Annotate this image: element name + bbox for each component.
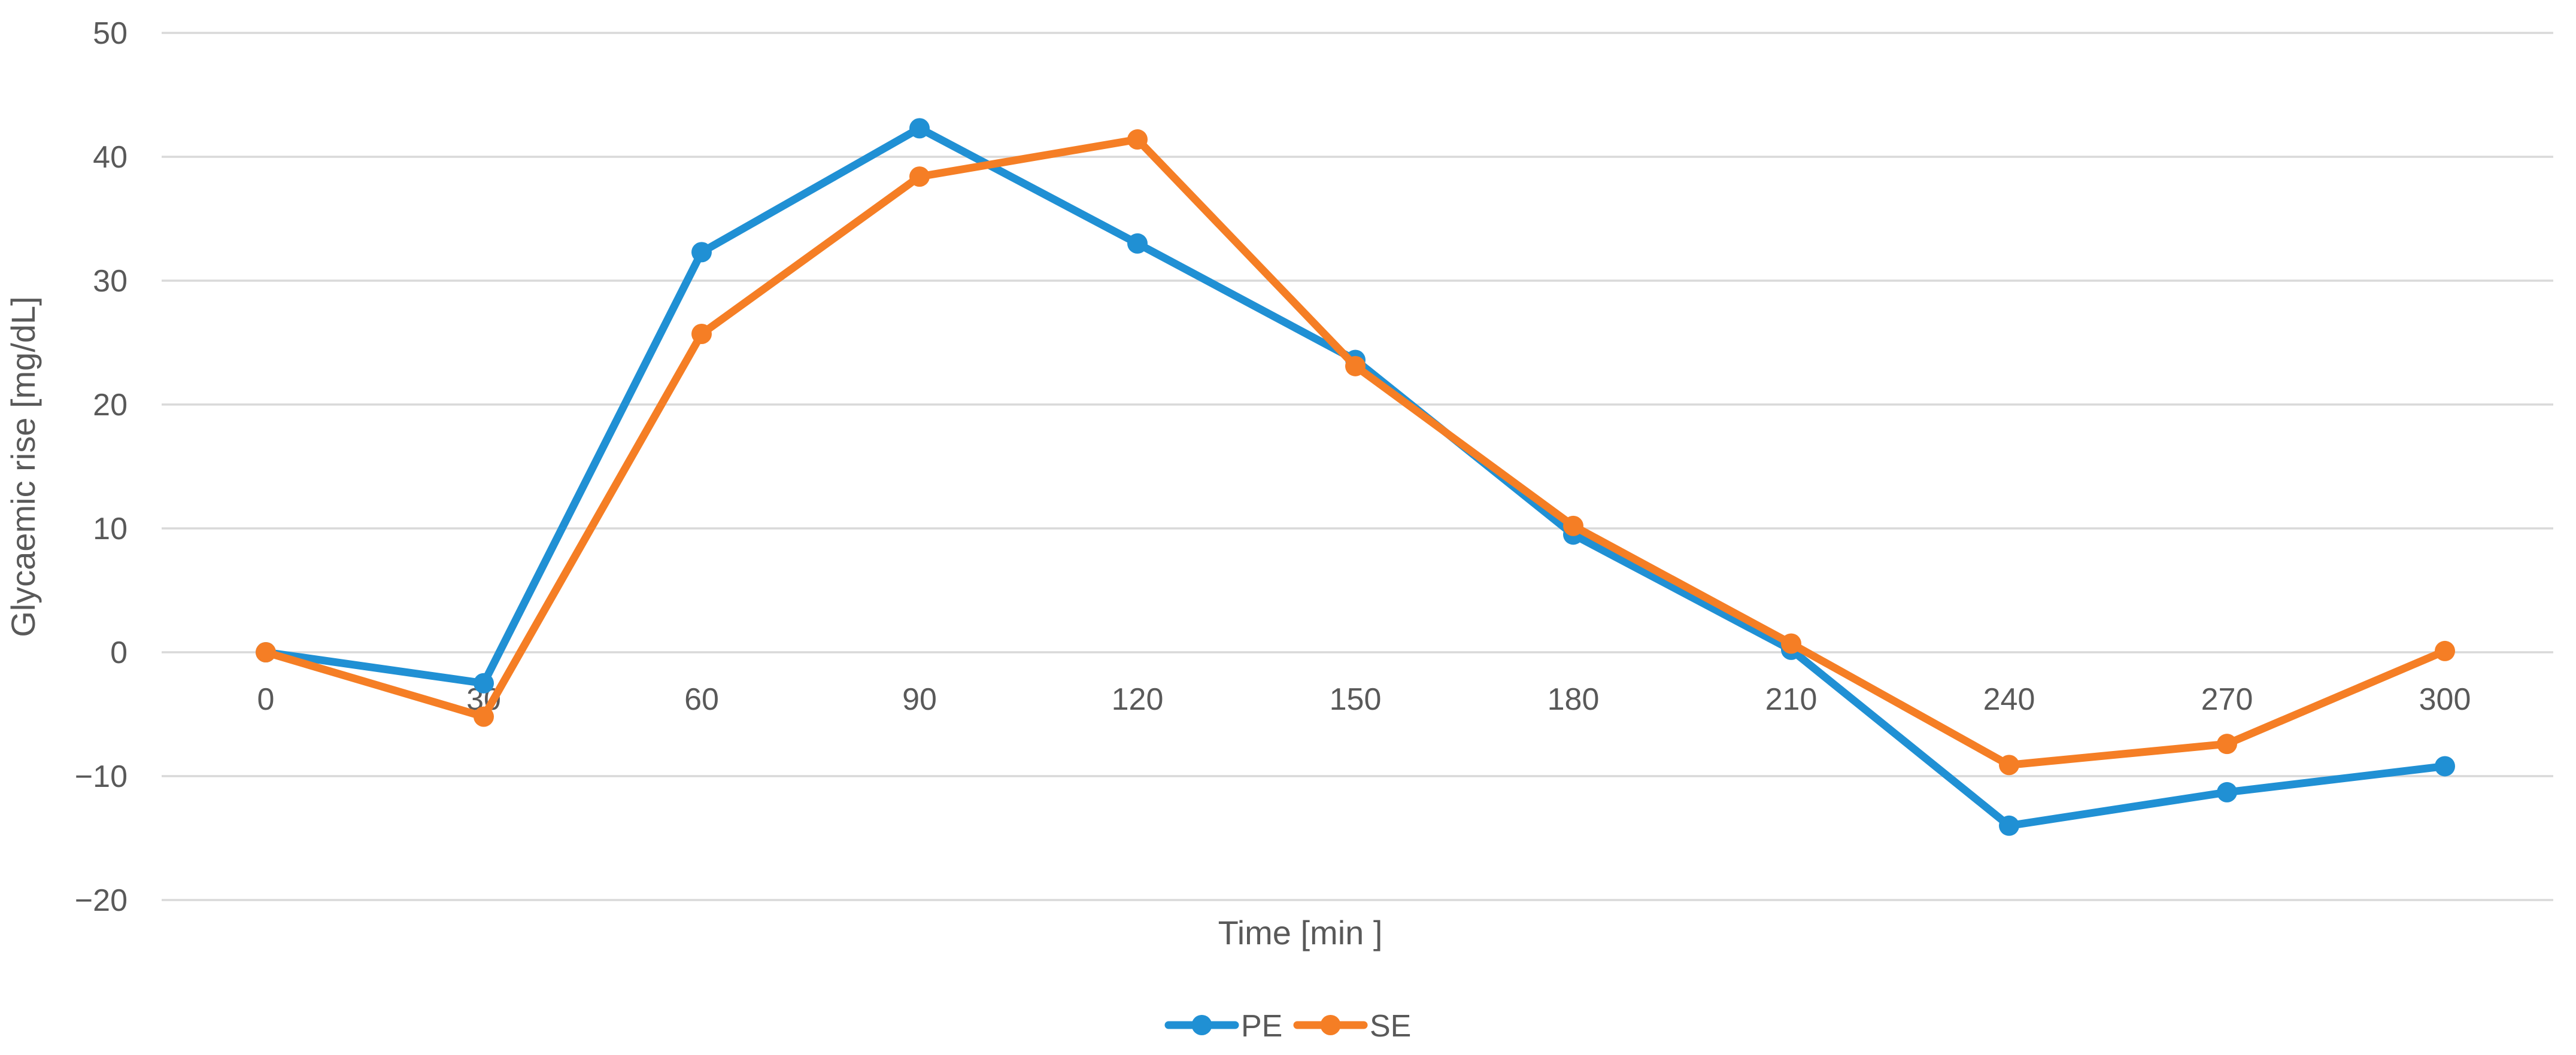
x-tick-label: 60	[684, 682, 719, 717]
series-marker-pe	[2217, 782, 2237, 802]
y-tick-label: 30	[93, 264, 128, 299]
y-tick-label: 50	[93, 16, 128, 51]
x-tick-label: 120	[1112, 682, 1164, 717]
legend-label-pe: PE	[1241, 1009, 1282, 1044]
series-line-pe	[262, 124, 2449, 830]
y-tick-label: 10	[93, 512, 128, 546]
legend-swatch-marker-pe	[1191, 1015, 1212, 1035]
y-tick-label: −10	[75, 759, 128, 794]
series-marker-pe	[1999, 815, 2019, 836]
series-marker-se	[2217, 734, 2237, 755]
y-tick-label: 0	[110, 636, 128, 670]
series-marker-se	[1563, 515, 1583, 536]
x-tick-label: 270	[2201, 682, 2253, 717]
gridlines	[162, 32, 2553, 901]
series-marker-se	[256, 642, 276, 662]
series-marker-se	[474, 706, 494, 727]
legend-item-pe: PE	[1164, 1009, 1282, 1044]
series-line-se	[262, 135, 2449, 769]
series-marker-pe	[1127, 233, 1148, 254]
legend-swatch-marker-se	[1320, 1015, 1341, 1035]
x-axis-tick-labels: 0 30 60 90 120 150 180 210 240 270 300	[257, 682, 2471, 717]
y-tick-label: −20	[75, 883, 128, 918]
x-tick-label: 300	[2419, 682, 2471, 717]
x-tick-label: 240	[1983, 682, 2035, 717]
x-tick-label: 90	[902, 682, 937, 717]
x-tick-label: 210	[1765, 682, 1818, 717]
y-tick-label: 40	[93, 140, 128, 175]
series-marker-se	[1127, 129, 1148, 150]
series-marker-pe	[474, 673, 494, 694]
series-marker-se	[1999, 755, 2019, 776]
series-pe	[256, 118, 2455, 836]
x-tick-label: 150	[1330, 682, 1382, 717]
series-layer	[256, 118, 2455, 836]
series-marker-pe	[691, 242, 712, 263]
series-marker-se	[2435, 640, 2455, 661]
series-marker-se	[1781, 633, 1801, 654]
x-tick-label: 0	[257, 682, 275, 717]
y-axis-title: Glycaemic rise [mg/dL]	[4, 296, 42, 637]
series-marker-se	[909, 166, 930, 187]
x-tick-label: 180	[1548, 682, 1600, 717]
x-axis-title: Time [min ]	[1218, 914, 1383, 951]
series-marker-se	[1345, 355, 1366, 376]
legend-item-se: SE	[1293, 1009, 1411, 1044]
series-marker-pe	[909, 118, 930, 139]
y-axis-tick-labels: 50 40 30 20 10 0 −10 −20	[75, 16, 128, 918]
series-se	[256, 129, 2455, 776]
series-marker-pe	[2435, 756, 2455, 777]
series-marker-se	[691, 324, 712, 345]
y-tick-label: 20	[93, 388, 128, 422]
legend-label-se: SE	[1370, 1009, 1411, 1044]
legend: PE SE	[1164, 1009, 1411, 1044]
